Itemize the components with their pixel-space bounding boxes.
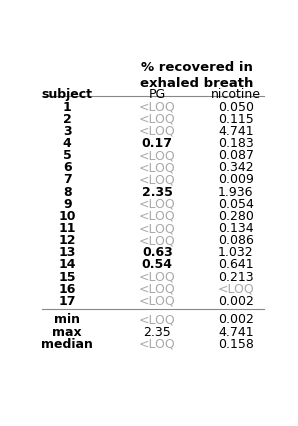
Text: <LOQ: <LOQ [139, 173, 176, 187]
Text: 4.741: 4.741 [218, 325, 254, 339]
Text: <LOQ: <LOQ [218, 283, 254, 296]
Text: nicotine: nicotine [211, 88, 261, 101]
Text: 5: 5 [63, 149, 72, 162]
Text: % recovered in
exhaled breath: % recovered in exhaled breath [140, 61, 253, 90]
Text: median: median [41, 338, 93, 351]
Text: <LOQ: <LOQ [139, 283, 176, 296]
Text: 14: 14 [58, 259, 76, 271]
Text: 15: 15 [58, 271, 76, 284]
Text: <LOQ: <LOQ [139, 149, 176, 162]
Text: <LOQ: <LOQ [139, 101, 176, 114]
Text: 0.054: 0.054 [218, 198, 254, 211]
Text: 0.158: 0.158 [218, 338, 254, 351]
Text: 16: 16 [59, 283, 76, 296]
Text: 13: 13 [59, 246, 76, 259]
Text: <LOQ: <LOQ [139, 198, 176, 211]
Text: PG: PG [149, 88, 166, 101]
Text: 2.35: 2.35 [143, 325, 171, 339]
Text: <LOQ: <LOQ [139, 271, 176, 284]
Text: 9: 9 [63, 198, 72, 211]
Text: 3: 3 [63, 125, 72, 138]
Text: 0.002: 0.002 [218, 314, 254, 326]
Text: subject: subject [42, 88, 93, 101]
Text: 0.17: 0.17 [142, 137, 173, 150]
Text: 12: 12 [58, 234, 76, 247]
Text: <LOQ: <LOQ [139, 222, 176, 235]
Text: 1: 1 [63, 101, 72, 114]
Text: 0.342: 0.342 [218, 161, 254, 174]
Text: 0.213: 0.213 [218, 271, 254, 284]
Text: 4.741: 4.741 [218, 125, 254, 138]
Text: 1.032: 1.032 [218, 246, 254, 259]
Text: <LOQ: <LOQ [139, 210, 176, 223]
Text: 17: 17 [58, 295, 76, 308]
Text: 10: 10 [58, 210, 76, 223]
Text: 0.087: 0.087 [218, 149, 254, 162]
Text: min: min [54, 314, 80, 326]
Text: max: max [52, 325, 82, 339]
Text: 0.183: 0.183 [218, 137, 254, 150]
Text: 2.35: 2.35 [142, 186, 173, 199]
Text: <LOQ: <LOQ [139, 113, 176, 126]
Text: 1.936: 1.936 [218, 186, 254, 199]
Text: 0.009: 0.009 [218, 173, 254, 187]
Text: 0.134: 0.134 [218, 222, 254, 235]
Text: 0.641: 0.641 [218, 259, 254, 271]
Text: 0.115: 0.115 [218, 113, 254, 126]
Text: 0.280: 0.280 [218, 210, 254, 223]
Text: 0.54: 0.54 [142, 259, 173, 271]
Text: 4: 4 [63, 137, 72, 150]
Text: 0.050: 0.050 [218, 101, 254, 114]
Text: 0.086: 0.086 [218, 234, 254, 247]
Text: 0.002: 0.002 [218, 295, 254, 308]
Text: 2: 2 [63, 113, 72, 126]
Text: <LOQ: <LOQ [139, 125, 176, 138]
Text: 11: 11 [58, 222, 76, 235]
Text: 0.63: 0.63 [142, 246, 173, 259]
Text: <LOQ: <LOQ [139, 161, 176, 174]
Text: <LOQ: <LOQ [139, 295, 176, 308]
Text: <LOQ: <LOQ [139, 314, 176, 326]
Text: 6: 6 [63, 161, 72, 174]
Text: <LOQ: <LOQ [139, 338, 176, 351]
Text: 7: 7 [63, 173, 72, 187]
Text: <LOQ: <LOQ [139, 234, 176, 247]
Text: 8: 8 [63, 186, 72, 199]
